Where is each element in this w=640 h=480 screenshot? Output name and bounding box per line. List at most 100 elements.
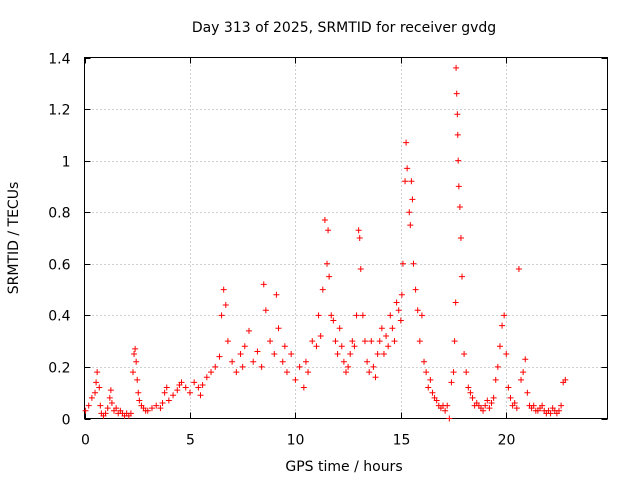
data-point xyxy=(368,338,375,345)
data-point xyxy=(492,376,499,383)
data-point xyxy=(376,338,383,345)
data-point xyxy=(275,325,282,332)
data-point xyxy=(397,317,404,324)
data-point xyxy=(324,260,331,267)
x-axis-title: GPS time / hours xyxy=(285,459,402,475)
data-point xyxy=(433,397,440,404)
data-point xyxy=(353,312,360,319)
data-point xyxy=(484,397,491,404)
data-point xyxy=(488,400,495,407)
data-point xyxy=(106,394,113,401)
data-point xyxy=(425,384,432,391)
data-point xyxy=(444,402,451,409)
data-points xyxy=(82,64,569,422)
data-point xyxy=(374,351,381,358)
data-point xyxy=(343,369,349,376)
data-point xyxy=(349,338,356,345)
data-point xyxy=(186,389,193,396)
data-point xyxy=(399,260,406,267)
y-tick-label: 0 xyxy=(62,413,71,429)
x-tick-label: 10 xyxy=(287,433,305,449)
data-point xyxy=(182,384,189,391)
data-point xyxy=(412,286,419,293)
data-point xyxy=(501,312,508,319)
data-point xyxy=(480,407,487,414)
data-point xyxy=(503,351,510,358)
data-point xyxy=(271,351,278,358)
data-point xyxy=(351,343,358,350)
data-point xyxy=(359,312,366,319)
data-point xyxy=(408,178,415,185)
data-point xyxy=(82,407,89,414)
data-point xyxy=(461,351,468,358)
x-tick-label: 20 xyxy=(498,433,516,449)
data-point xyxy=(389,325,396,332)
data-point xyxy=(296,363,303,370)
data-point xyxy=(393,299,400,306)
data-point xyxy=(372,374,379,381)
data-point xyxy=(414,307,421,314)
data-point xyxy=(237,351,244,358)
data-point xyxy=(555,407,562,414)
data-point xyxy=(448,379,455,386)
data-point xyxy=(300,384,307,391)
data-point xyxy=(494,363,501,370)
data-point xyxy=(334,351,341,358)
data-point xyxy=(93,379,100,386)
y-tick-label: 0.6 xyxy=(48,258,70,274)
x-tick-label: 0 xyxy=(81,433,90,449)
data-point xyxy=(157,405,164,412)
data-point xyxy=(547,410,554,417)
data-point xyxy=(453,90,460,97)
data-point xyxy=(391,338,398,345)
data-point xyxy=(96,384,103,391)
data-point xyxy=(513,405,520,412)
data-point xyxy=(490,394,497,401)
data-point xyxy=(292,376,299,383)
data-point xyxy=(94,369,101,376)
data-point xyxy=(130,369,137,376)
data-point xyxy=(404,165,411,172)
data-point xyxy=(385,343,392,350)
data-point xyxy=(406,209,413,216)
data-point xyxy=(220,286,227,293)
data-point xyxy=(454,111,461,118)
data-point xyxy=(85,402,92,409)
data-point xyxy=(520,369,527,376)
data-point xyxy=(395,307,402,314)
data-point xyxy=(135,389,142,396)
data-point xyxy=(102,410,109,417)
data-point xyxy=(107,387,114,394)
data-point xyxy=(319,286,326,293)
data-point xyxy=(423,369,430,376)
data-point xyxy=(108,400,115,407)
data-point xyxy=(233,369,240,376)
data-point xyxy=(165,397,172,404)
data-point xyxy=(429,389,436,396)
data-point xyxy=(216,353,223,360)
data-point xyxy=(387,312,394,319)
data-point xyxy=(222,302,229,309)
data-point xyxy=(260,281,267,288)
data-point xyxy=(467,389,474,396)
data-point xyxy=(113,405,120,412)
data-point xyxy=(515,265,522,272)
data-point xyxy=(174,387,181,394)
data-point xyxy=(409,196,416,203)
data-point xyxy=(197,392,204,399)
data-point xyxy=(458,273,465,280)
data-point xyxy=(446,415,453,422)
data-point xyxy=(442,407,449,414)
data-point xyxy=(407,222,414,229)
data-point xyxy=(153,402,160,409)
data-point xyxy=(104,405,111,412)
data-point xyxy=(224,338,231,345)
data-point xyxy=(457,235,464,241)
data-point xyxy=(482,402,489,409)
y-axis-title: SRMTID / TECUs xyxy=(6,182,22,295)
y-tick-label: 0.8 xyxy=(48,206,70,222)
data-point xyxy=(273,291,280,298)
data-point xyxy=(505,384,512,391)
